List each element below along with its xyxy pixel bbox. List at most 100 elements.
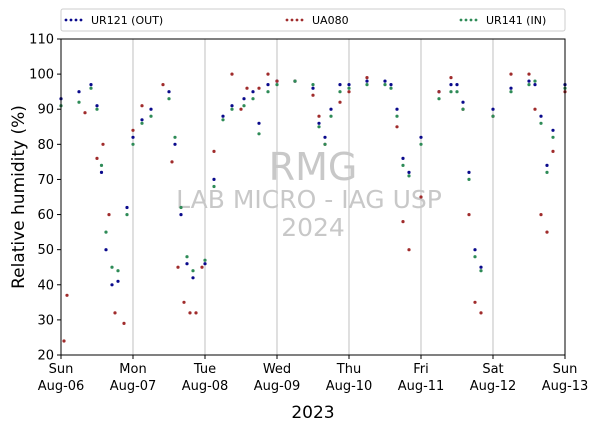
- x-tick-day: Tue: [193, 362, 216, 377]
- data-point: [221, 118, 225, 122]
- data-point: [455, 90, 459, 94]
- data-point: [449, 83, 453, 87]
- legend-marker: [285, 18, 289, 22]
- data-point: [212, 177, 216, 181]
- legend-marker: [79, 18, 83, 22]
- y-axis-label: Relative humidity (%): [9, 105, 29, 289]
- data-point: [323, 135, 327, 139]
- legend-marker: [295, 18, 299, 22]
- data-point: [479, 265, 483, 269]
- data-point: [467, 170, 471, 174]
- data-point: [533, 107, 537, 111]
- legend-label: UA080: [312, 14, 349, 27]
- data-point: [473, 248, 477, 252]
- data-point: [140, 121, 144, 125]
- data-point: [131, 135, 135, 139]
- data-point: [401, 220, 405, 224]
- y-tick-label: 80: [37, 138, 54, 153]
- data-point: [131, 128, 135, 132]
- data-point: [395, 114, 399, 118]
- data-point: [389, 83, 393, 87]
- data-point: [173, 135, 177, 139]
- data-point: [125, 205, 129, 210]
- data-point: [365, 79, 369, 83]
- watermark-line-1: RMG: [269, 145, 358, 189]
- x-tick-day: Fri: [413, 362, 429, 377]
- legend-label: UR121 (OUT): [91, 14, 163, 27]
- data-point: [167, 90, 171, 94]
- data-point: [467, 213, 471, 217]
- data-point: [473, 255, 477, 259]
- data-point: [251, 90, 255, 94]
- data-point: [212, 149, 216, 153]
- x-tick-date: Aug-11: [398, 379, 445, 394]
- data-point: [122, 321, 126, 325]
- data-point: [419, 142, 423, 146]
- data-point: [551, 128, 555, 132]
- data-point: [539, 114, 543, 118]
- data-point: [185, 262, 189, 266]
- data-point: [479, 311, 483, 315]
- data-point: [83, 111, 87, 115]
- data-point: [338, 83, 342, 87]
- data-point: [539, 121, 543, 125]
- data-point: [176, 265, 180, 269]
- data-point: [338, 100, 342, 104]
- data-point: [212, 184, 216, 189]
- y-tick-label: 70: [37, 173, 54, 188]
- legend-marker: [64, 18, 68, 22]
- data-point: [311, 83, 315, 87]
- data-point: [551, 135, 555, 139]
- data-point: [62, 339, 66, 343]
- data-point: [479, 269, 483, 273]
- data-point: [191, 269, 195, 273]
- data-point: [509, 86, 513, 90]
- x-tick-date: Aug-09: [254, 379, 301, 394]
- data-point: [257, 86, 261, 90]
- data-point: [407, 170, 411, 174]
- data-point: [77, 100, 81, 104]
- data-point: [527, 72, 531, 76]
- data-point: [491, 107, 495, 111]
- x-tick-date: Aug-12: [470, 379, 517, 394]
- data-point: [167, 97, 171, 101]
- data-point: [347, 83, 351, 87]
- data-point: [551, 149, 555, 153]
- legend-box: [60, 8, 566, 32]
- data-point: [239, 107, 243, 111]
- data-point: [242, 104, 246, 108]
- data-point: [317, 125, 321, 129]
- data-point: [473, 300, 477, 304]
- data-point: [449, 76, 453, 80]
- data-point: [200, 265, 204, 269]
- data-point: [245, 86, 249, 90]
- legend-label: UR141 (IN): [486, 14, 546, 27]
- plot-frame: [60, 38, 566, 356]
- data-point: [365, 83, 369, 87]
- legend-marker: [474, 18, 478, 22]
- data-point: [230, 104, 234, 108]
- x-tick-day: Thu: [336, 362, 361, 377]
- data-point: [170, 160, 174, 164]
- data-point: [65, 293, 69, 297]
- data-point: [149, 114, 153, 118]
- y-tick-label: 90: [37, 103, 54, 118]
- legend-marker: [459, 18, 463, 22]
- data-point: [317, 114, 321, 118]
- x-tick-date: Aug-13: [542, 379, 589, 394]
- data-point: [323, 142, 327, 146]
- data-point: [311, 93, 315, 97]
- data-point: [395, 107, 399, 111]
- data-point: [257, 121, 261, 125]
- data-point: [509, 72, 513, 76]
- x-tick-day: Sun: [553, 362, 578, 377]
- data-point: [545, 163, 549, 167]
- x-tick-date: Aug-06: [38, 379, 85, 394]
- data-point: [317, 121, 321, 125]
- data-point: [203, 262, 207, 266]
- data-point: [113, 311, 117, 315]
- data-point: [161, 83, 165, 87]
- data-point: [110, 283, 114, 287]
- legend-marker: [69, 18, 73, 22]
